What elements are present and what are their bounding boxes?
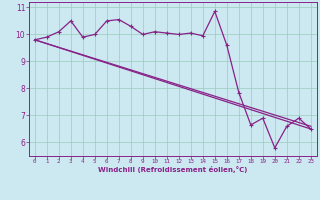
X-axis label: Windchill (Refroidissement éolien,°C): Windchill (Refroidissement éolien,°C) [98,166,247,173]
